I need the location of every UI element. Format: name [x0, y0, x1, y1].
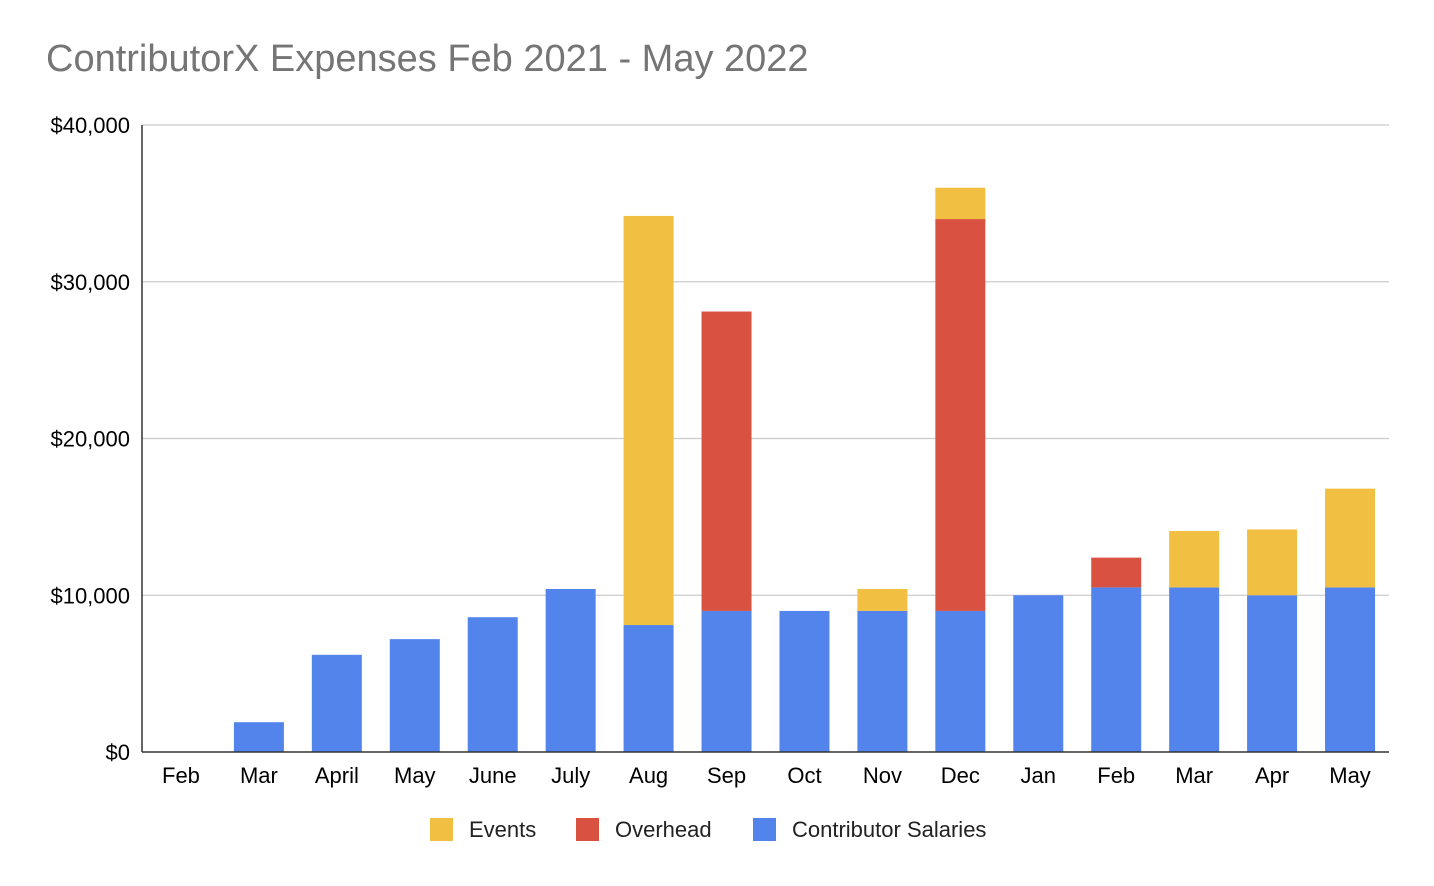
bar-overhead-12	[1091, 557, 1142, 588]
bar-contributor-salaries-3	[389, 639, 440, 752]
x-tick-label: May	[1329, 763, 1371, 788]
bar-events-15	[1325, 488, 1376, 588]
legend-swatch-overhead	[576, 818, 599, 841]
x-tick-label: May	[394, 763, 436, 788]
legend-swatch-events	[430, 818, 453, 841]
x-tick-label: July	[551, 763, 590, 788]
bar-events-9	[857, 588, 908, 611]
bar-contributor-salaries-13	[1169, 587, 1220, 752]
bar-events-6	[623, 215, 674, 626]
bar-contributor-salaries-9	[857, 610, 908, 752]
bar-contributor-salaries-15	[1325, 587, 1376, 752]
x-tick-label: Feb	[1097, 763, 1135, 788]
bar-contributor-salaries-11	[1013, 595, 1064, 752]
bar-events-10	[935, 187, 986, 220]
bar-contributor-salaries-8	[779, 610, 830, 752]
legend-label-events: Events	[469, 817, 536, 842]
x-tick-label: Apr	[1255, 763, 1289, 788]
bar-contributor-salaries-14	[1247, 595, 1298, 752]
x-tick-label: Oct	[787, 763, 821, 788]
bar-contributor-salaries-5	[545, 588, 596, 752]
x-tick-label: Mar	[240, 763, 278, 788]
x-tick-label: Nov	[863, 763, 902, 788]
x-tick-label: Jan	[1021, 763, 1056, 788]
bar-contributor-salaries-10	[935, 610, 986, 752]
bar-contributor-salaries-1	[233, 722, 284, 752]
chart-title: ContributorX Expenses Feb 2021 - May 202…	[46, 38, 809, 80]
x-tick-label: June	[469, 763, 517, 788]
y-tick-label: $20,000	[50, 427, 130, 452]
bar-overhead-7	[701, 311, 752, 611]
bar-contributor-salaries-7	[701, 610, 752, 752]
axis-layer: $0 $10,000 $20,000 $30,000 $40,000 Feb Mar Apri…	[50, 113, 1389, 788]
bar-events-13	[1169, 530, 1220, 588]
x-tick-label: Dec	[941, 763, 980, 788]
y-tick-label: $0	[106, 740, 130, 765]
bar-contributor-salaries-4	[467, 617, 518, 752]
y-tick-label: $40,000	[50, 113, 130, 138]
x-tick-label: Aug	[629, 763, 668, 788]
bar-contributor-salaries-6	[623, 625, 674, 752]
bar-overhead-10	[935, 219, 986, 611]
x-tick-label: April	[315, 763, 359, 788]
legend-label-overhead: Overhead	[615, 817, 712, 842]
y-tick-label: $30,000	[50, 270, 130, 295]
bar-events-14	[1247, 529, 1298, 596]
grid-layer	[142, 124, 1389, 596]
legend: Events Overhead Contributor Salaries	[430, 817, 986, 842]
x-tick-label: Sep	[707, 763, 746, 788]
y-tick-label: $10,000	[50, 583, 130, 608]
bar-contributor-salaries-2	[311, 654, 362, 752]
bar-layer	[233, 187, 1376, 752]
x-tick-label: Feb	[162, 763, 200, 788]
legend-label-contributor-salaries: Contributor Salaries	[792, 817, 986, 842]
legend-swatch-contributor-salaries	[753, 818, 776, 841]
x-tick-label: Mar	[1175, 763, 1213, 788]
bar-contributor-salaries-12	[1091, 587, 1142, 752]
